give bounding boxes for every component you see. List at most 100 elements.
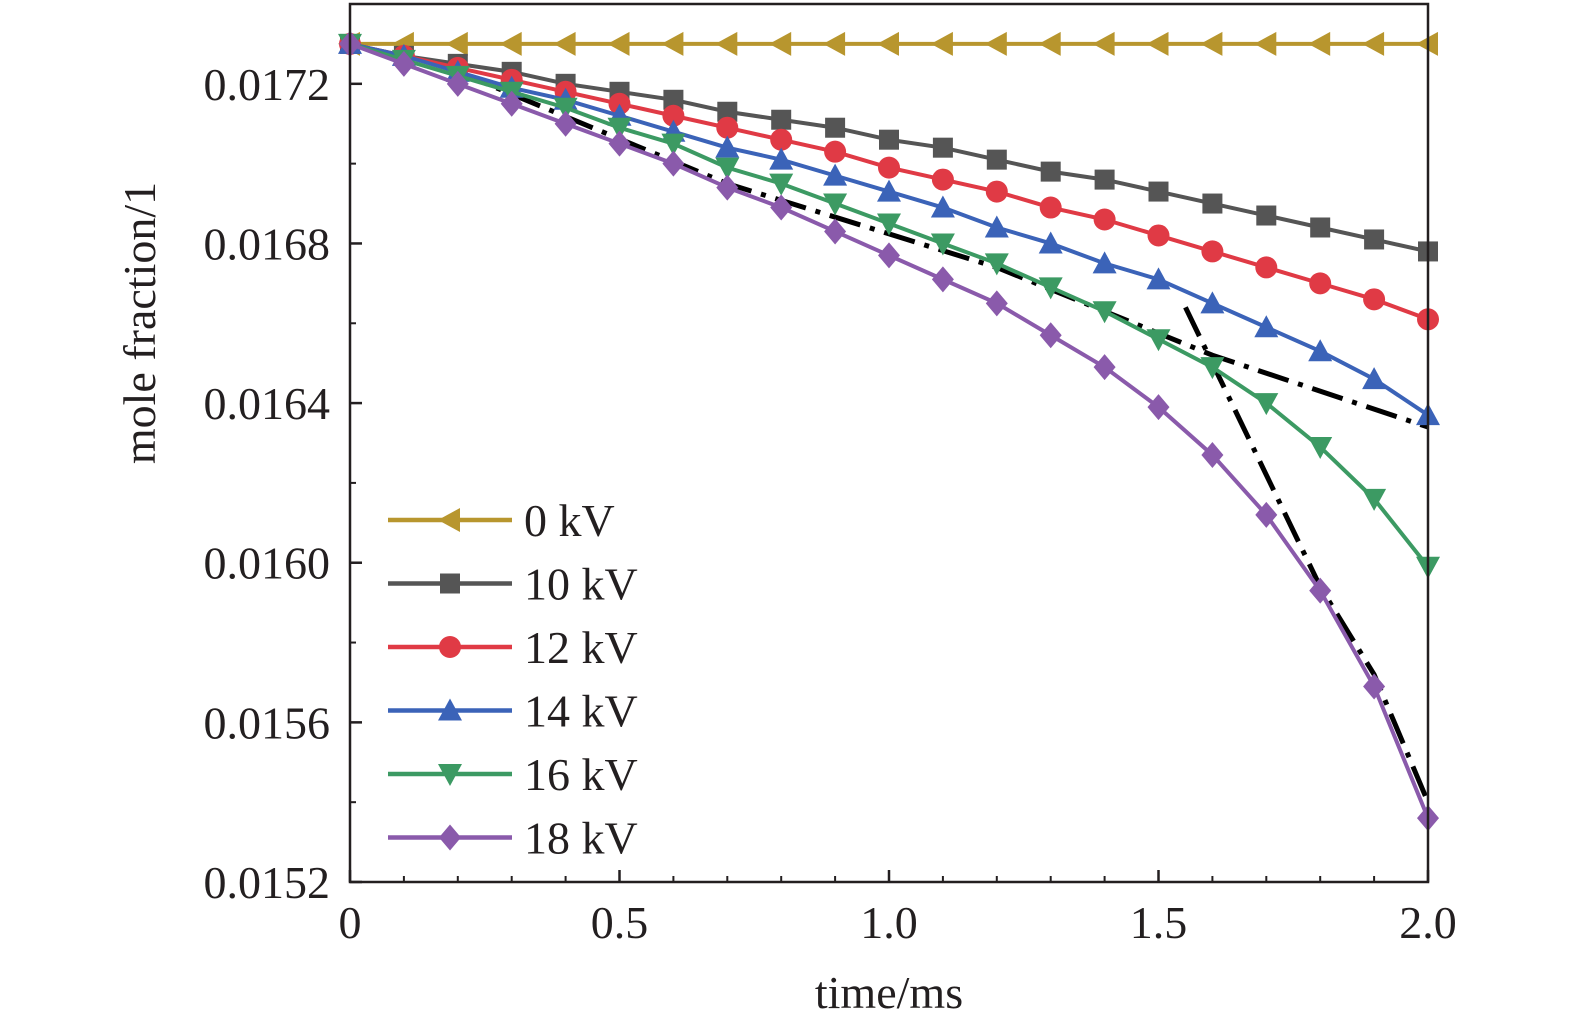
data-point (1309, 577, 1332, 604)
data-point (1254, 31, 1277, 56)
data-point (931, 168, 954, 191)
legend-item: 14 kV (388, 686, 638, 737)
data-point (1254, 393, 1279, 416)
data-point (823, 193, 848, 216)
data-point (1092, 31, 1115, 56)
data-point (715, 157, 740, 180)
data-point (769, 147, 794, 170)
data-point (985, 290, 1008, 317)
data-point (770, 194, 793, 221)
data-point (769, 173, 794, 196)
series-12-kv (339, 32, 1439, 331)
data-point (824, 218, 847, 245)
data-point (446, 70, 469, 97)
x-axis-title: time/ms (815, 967, 963, 1018)
data-point (716, 116, 739, 139)
y-axis: 0.0152 0.0156 0.0160 0.0164 0.0168 0.0172 (204, 59, 362, 908)
data-point (1363, 673, 1386, 700)
data-point (1255, 256, 1278, 279)
data-point (1309, 272, 1332, 295)
data-point (878, 242, 900, 269)
data-point (823, 31, 846, 56)
data-point (607, 117, 632, 140)
data-point (825, 117, 846, 138)
data-point (877, 31, 899, 56)
data-point (986, 149, 1007, 170)
data-point (392, 50, 415, 77)
x-axis: 0 0.5 1.0 1.5 2.0 (339, 870, 1457, 948)
legend-label: 10 kV (524, 559, 638, 610)
data-point (1147, 394, 1170, 421)
x-tick-label: 1.0 (860, 897, 918, 948)
data-point (1200, 357, 1225, 380)
data-point (1038, 31, 1061, 56)
data-point (878, 156, 900, 179)
data-point (1093, 354, 1116, 381)
data-point (930, 233, 955, 256)
series-18-kv (339, 30, 1439, 832)
data-point (661, 31, 684, 56)
data-point (553, 97, 578, 120)
y-tick-label: 0.0172 (204, 59, 331, 110)
legend-item: 12 kV (388, 622, 638, 673)
data-point (1255, 501, 1278, 528)
data-point (930, 195, 955, 218)
legend-marker (439, 636, 461, 658)
data-point (663, 89, 684, 110)
data-point (1308, 436, 1333, 459)
data-point (1146, 329, 1171, 352)
data-point (1038, 231, 1063, 254)
legend-item: 0 kV (388, 495, 615, 546)
data-point (823, 163, 848, 186)
data-point (1310, 217, 1331, 238)
data-point (661, 133, 686, 156)
data-point (1092, 251, 1117, 274)
data-point (824, 140, 847, 163)
data-point (769, 31, 792, 56)
series-0-kv (338, 31, 1438, 56)
y-axis-title: mole fraction/1 (114, 182, 165, 464)
y-tick-label: 0.0152 (204, 857, 331, 908)
data-point (1308, 339, 1333, 362)
x-tick-label: 1.5 (1130, 897, 1188, 948)
data-point (715, 135, 740, 158)
data-point (984, 215, 1009, 238)
data-point (1039, 196, 1062, 219)
data-point (1362, 488, 1387, 511)
series-16-kv (338, 33, 1440, 579)
data-point (1362, 31, 1385, 56)
x-tick-label: 2.0 (1399, 897, 1457, 948)
legend-item: 16 kV (388, 749, 638, 800)
data-point (984, 31, 1007, 56)
legend-marker (438, 764, 462, 786)
legend-label: 14 kV (524, 686, 638, 737)
data-point (984, 253, 1009, 276)
data-point (554, 110, 577, 137)
legend-marker (439, 824, 461, 851)
series-line (349, 41, 1430, 568)
legend-label: 12 kV (524, 622, 638, 673)
y-tick-label: 0.0168 (204, 218, 331, 269)
y-tick-label: 0.0156 (204, 697, 331, 748)
data-point (985, 180, 1008, 203)
legend: 0 kV 10 kV 12 kV 14 kV 16 kV 18 kV (388, 495, 638, 864)
legend-label: 0 kV (524, 495, 615, 546)
data-point (1094, 169, 1115, 190)
data-point (662, 150, 685, 177)
data-point (1039, 322, 1062, 349)
data-point (1147, 224, 1170, 247)
legend-marker (438, 508, 460, 532)
data-point (1146, 267, 1171, 290)
data-point (715, 31, 738, 56)
data-point (1200, 291, 1225, 314)
legend-marker (438, 698, 462, 721)
data-point (1038, 277, 1063, 300)
x-tick-label: 0.5 (591, 897, 649, 948)
data-point (1200, 31, 1223, 56)
data-point (1362, 367, 1387, 390)
data-point (1148, 181, 1169, 202)
data-point (499, 31, 522, 56)
legend-label: 18 kV (524, 813, 638, 864)
legend-label: 16 kV (524, 749, 638, 800)
